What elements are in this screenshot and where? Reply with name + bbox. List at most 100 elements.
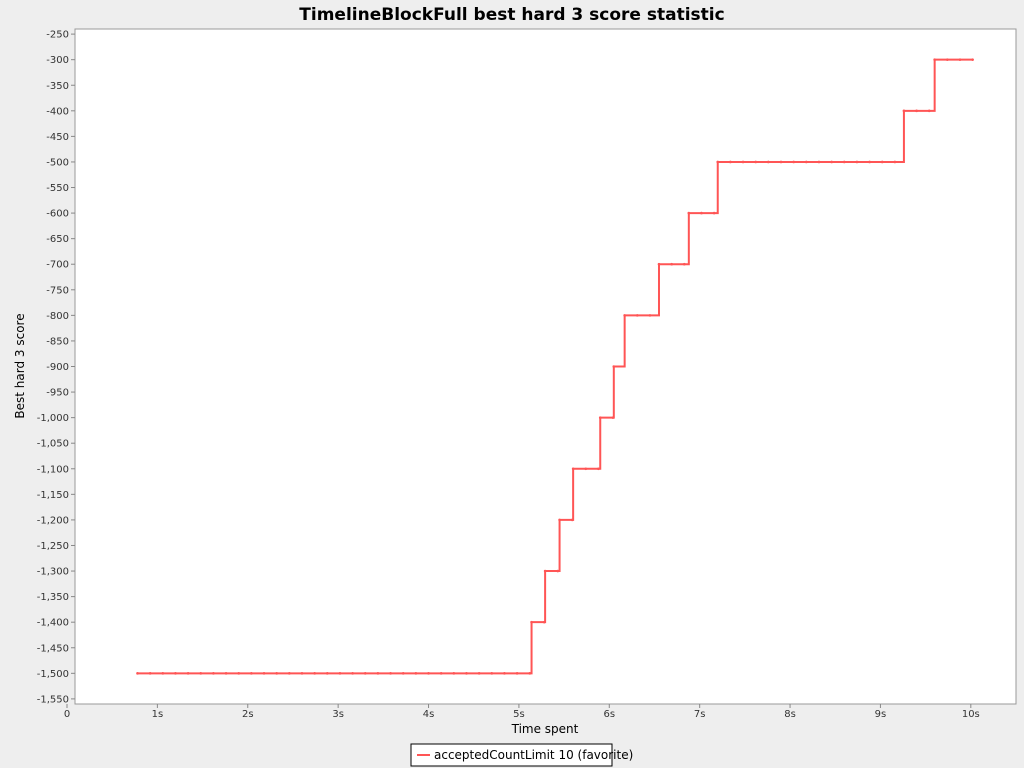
series-point bbox=[363, 672, 367, 675]
series-point bbox=[597, 467, 600, 471]
series-point bbox=[958, 58, 962, 61]
series-point bbox=[946, 58, 949, 61]
x-tick-label: 10s bbox=[962, 709, 980, 720]
series-point bbox=[237, 672, 241, 675]
series-point bbox=[868, 160, 871, 164]
series-point bbox=[212, 672, 215, 675]
series-point bbox=[528, 672, 532, 675]
series-point bbox=[503, 672, 506, 675]
series-point bbox=[543, 569, 547, 573]
y-tick-label: -300 bbox=[46, 55, 69, 66]
x-tick-label: 5s bbox=[513, 709, 525, 720]
legend-box bbox=[410, 743, 613, 767]
series-point bbox=[439, 672, 443, 675]
series-point bbox=[515, 672, 519, 675]
series-point bbox=[558, 518, 561, 522]
series-point bbox=[779, 160, 783, 164]
y-tick-label: -750 bbox=[46, 285, 69, 296]
series-point bbox=[648, 314, 652, 317]
series-point bbox=[161, 672, 165, 675]
y-tick-label: -350 bbox=[46, 81, 69, 92]
y-tick-label: -1,050 bbox=[37, 439, 69, 450]
series-point bbox=[612, 365, 616, 368]
x-axis: 0 1s 2s 3s 4s 5s 6s 7s 8s 9s 10s bbox=[64, 704, 980, 720]
series-point bbox=[729, 160, 732, 164]
y-tick-label: -250 bbox=[46, 30, 69, 41]
y-tick-label: -800 bbox=[46, 311, 69, 322]
series-point bbox=[477, 672, 481, 675]
series-point bbox=[893, 160, 897, 164]
series-point bbox=[186, 672, 190, 675]
series-point bbox=[805, 160, 808, 164]
y-tick-label: -950 bbox=[46, 388, 69, 399]
y-tick-label: -700 bbox=[46, 260, 69, 271]
series-point bbox=[716, 160, 720, 164]
series-point bbox=[712, 211, 716, 215]
series-point bbox=[971, 58, 974, 61]
series-point bbox=[530, 620, 533, 624]
y-tick-label: -450 bbox=[46, 132, 69, 143]
series-line bbox=[137, 58, 973, 675]
series-point bbox=[389, 672, 392, 675]
x-tick-label: 3s bbox=[332, 709, 344, 720]
x-tick-label: 6s bbox=[603, 709, 615, 720]
series-point bbox=[636, 314, 639, 317]
series-point bbox=[767, 160, 770, 164]
series-layer bbox=[136, 58, 974, 675]
legend: acceptedCountLimit 10 (favorite) bbox=[410, 743, 633, 767]
series-point bbox=[313, 672, 316, 675]
series-point bbox=[174, 672, 177, 675]
series-point bbox=[542, 620, 546, 624]
y-axis-label: Best hard 3 score bbox=[13, 313, 27, 418]
series-point bbox=[754, 160, 758, 164]
series-point bbox=[933, 58, 936, 61]
series-point bbox=[611, 416, 615, 419]
series-point bbox=[842, 160, 846, 164]
series-point bbox=[817, 160, 821, 164]
y-tick-label: -1,000 bbox=[37, 413, 69, 424]
x-tick-label: 0 bbox=[64, 709, 70, 720]
series-point bbox=[741, 160, 745, 164]
x-tick-label: 2s bbox=[242, 709, 254, 720]
y-axis: -250 -300 -350 -400 -450 -500 -550 -600 -650 -700… bbox=[37, 30, 75, 705]
series-point bbox=[199, 672, 203, 675]
series-point bbox=[414, 672, 418, 675]
series-point bbox=[915, 109, 918, 113]
y-tick-label: -1,400 bbox=[37, 618, 69, 629]
series-point bbox=[224, 672, 228, 675]
series-point bbox=[325, 672, 329, 675]
series-point bbox=[584, 467, 588, 471]
series-point bbox=[288, 672, 291, 675]
series-point bbox=[623, 314, 626, 317]
y-tick-label: -500 bbox=[46, 157, 69, 168]
y-tick-label: -1,300 bbox=[37, 567, 69, 578]
chart-title: TimelineBlockFull best hard 3 score stat… bbox=[299, 5, 724, 25]
series-point bbox=[376, 672, 380, 675]
x-tick-label: 8s bbox=[784, 709, 796, 720]
series-point bbox=[427, 672, 430, 675]
y-tick-label: -1,500 bbox=[37, 669, 69, 680]
y-tick-label: -1,100 bbox=[37, 464, 69, 475]
x-tick-label: 7s bbox=[694, 709, 706, 720]
y-tick-label: -550 bbox=[46, 183, 69, 194]
series-point bbox=[570, 518, 574, 522]
y-tick-label: -650 bbox=[46, 234, 69, 245]
x-tick-label: 4s bbox=[423, 709, 435, 720]
series-point bbox=[571, 467, 575, 471]
series-point bbox=[880, 160, 884, 164]
series-point bbox=[598, 416, 602, 419]
x-tick-label: 9s bbox=[875, 709, 887, 720]
series-point bbox=[657, 262, 661, 266]
x-axis-label: Time spent bbox=[511, 722, 579, 736]
legend-entry: acceptedCountLimit 10 (favorite) bbox=[434, 748, 633, 762]
series-point bbox=[490, 672, 494, 675]
series-point bbox=[250, 672, 253, 675]
series-point bbox=[902, 109, 906, 113]
series-point bbox=[683, 262, 686, 266]
series-point bbox=[670, 262, 673, 266]
series-point bbox=[275, 672, 278, 675]
series-point bbox=[687, 211, 691, 215]
y-tick-label: -1,550 bbox=[37, 694, 69, 705]
